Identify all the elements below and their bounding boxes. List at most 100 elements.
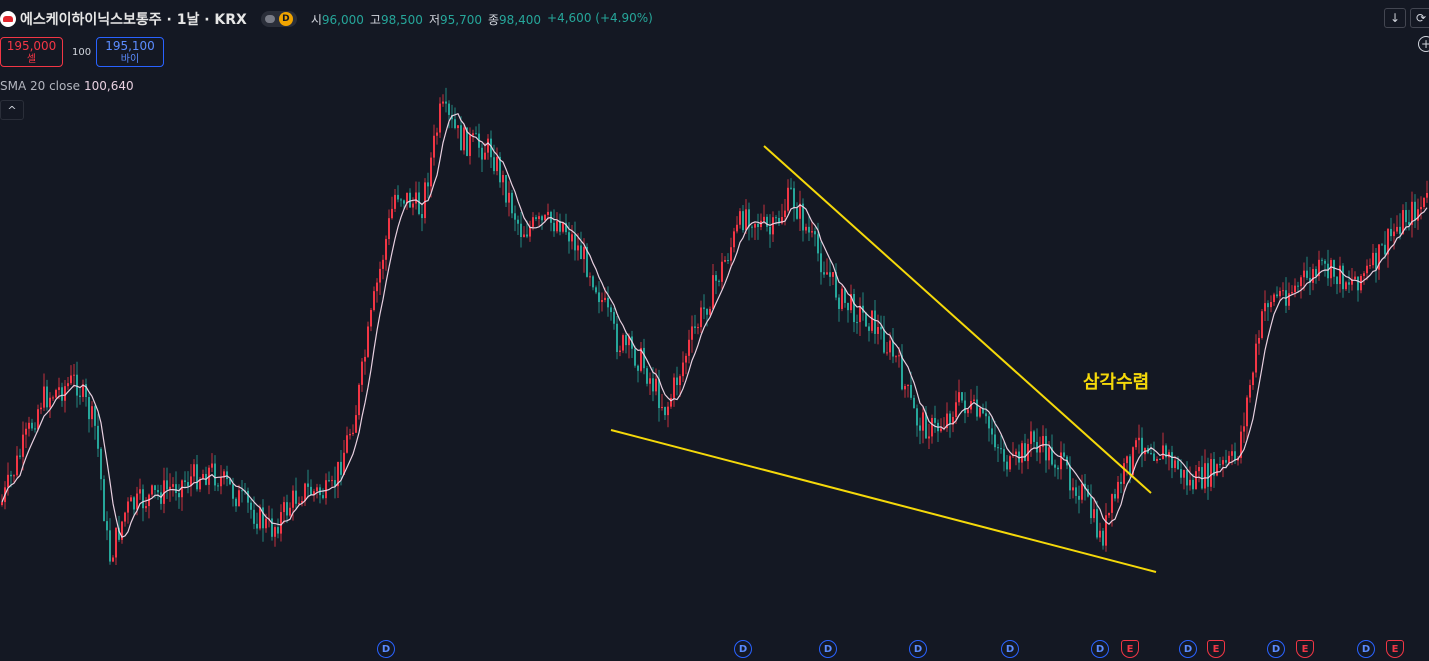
dividend-event-marker[interactable]: D <box>1179 640 1197 658</box>
sell-button[interactable]: 195,000 셀 <box>0 37 63 67</box>
candle-body <box>502 174 504 183</box>
dividend-event-marker[interactable]: D <box>819 640 837 658</box>
candle-body <box>214 463 216 486</box>
candle-body <box>757 223 759 228</box>
candle-body <box>10 474 12 477</box>
candle-body <box>109 530 111 562</box>
candle-body <box>1222 460 1224 465</box>
candle-body <box>505 174 507 203</box>
dividend-event-marker[interactable]: D <box>377 640 395 658</box>
candle-body <box>544 214 546 221</box>
candle-body <box>184 480 186 483</box>
candle-body <box>412 203 414 208</box>
refresh-icon: ⟳ <box>1415 11 1427 25</box>
dividend-event-marker[interactable]: D <box>1267 640 1285 658</box>
candle-body <box>1228 455 1230 463</box>
dividend-event-marker[interactable]: D <box>734 640 752 658</box>
buy-button[interactable]: 195,100 바이 <box>96 37 164 67</box>
candle-body <box>463 127 465 151</box>
refresh-button[interactable]: ⟳ <box>1410 8 1429 28</box>
candle-body <box>634 348 636 366</box>
candle-body <box>1345 282 1347 290</box>
candle-body <box>808 226 810 233</box>
candle-body <box>1111 494 1113 513</box>
collapse-legend-button[interactable]: ^ <box>0 100 24 120</box>
triangle-pattern-annotation[interactable]: 삼각수렴 <box>1083 372 1150 393</box>
candle-body <box>1186 469 1188 486</box>
candle-body <box>772 217 774 235</box>
candle-body <box>517 219 519 224</box>
dividend-event-marker[interactable]: D <box>1091 640 1109 658</box>
candle-body <box>1402 210 1404 234</box>
candle-body <box>25 428 27 435</box>
candle-body <box>391 208 393 219</box>
candle-body <box>277 527 279 534</box>
symbol-header: 에스케이하이닉스보통주 · 1날 · KRX D 시96,000 고98,500… <box>0 8 653 30</box>
earnings-event-marker[interactable]: E <box>1207 640 1225 658</box>
candle-body <box>580 245 582 260</box>
candle-body <box>688 339 690 356</box>
candle-body <box>1114 494 1116 499</box>
candle-body <box>253 509 255 524</box>
candle-body <box>58 387 60 391</box>
candle-body <box>13 475 15 477</box>
candle-body <box>1090 496 1092 519</box>
candle-body <box>16 455 18 476</box>
candle-body <box>385 239 387 260</box>
candle-body <box>394 194 396 209</box>
candle-body <box>1267 303 1269 308</box>
candle-body <box>379 268 381 283</box>
low-label: 저 <box>428 12 440 27</box>
candle-body <box>364 356 366 362</box>
candle-body <box>28 422 30 429</box>
earnings-event-marker[interactable]: E <box>1296 640 1314 658</box>
candle-body <box>982 408 984 414</box>
candle-body <box>1099 530 1101 538</box>
earnings-event-marker[interactable]: E <box>1121 640 1139 658</box>
interval-badge: D <box>278 12 293 26</box>
candle-body <box>1369 265 1371 267</box>
lower-trendline[interactable] <box>610 429 1157 573</box>
candle-body <box>1393 231 1395 237</box>
candle-body <box>487 138 489 153</box>
earnings-event-marker[interactable]: E <box>1386 640 1404 658</box>
dividend-event-marker[interactable]: D <box>909 640 927 658</box>
candle-body <box>496 156 498 172</box>
sma-legend[interactable]: SMA 20 close 100,640 <box>0 79 134 93</box>
candle-body <box>1159 458 1161 460</box>
candle-body <box>586 247 588 277</box>
candle-body <box>160 492 162 504</box>
candle-body <box>916 408 918 426</box>
candle-body <box>1078 495 1080 500</box>
candle-body <box>529 226 531 237</box>
candle-body <box>1177 460 1179 470</box>
candle-body <box>457 125 459 129</box>
candle-body <box>625 335 627 346</box>
candle-body <box>118 527 120 540</box>
candle-body <box>76 374 78 396</box>
dividend-event-marker[interactable]: D <box>1001 640 1019 658</box>
candle-body <box>553 222 555 232</box>
candle-body <box>649 378 651 384</box>
download-button[interactable]: ↓ <box>1384 8 1406 28</box>
dividend-event-marker[interactable]: D <box>1357 640 1375 658</box>
add-price-button[interactable]: + <box>1418 36 1429 52</box>
candle-body <box>1030 431 1032 444</box>
arrow-down-icon: ↓ <box>1389 11 1401 25</box>
candle-body <box>1171 452 1173 468</box>
candle-body <box>1141 437 1143 455</box>
candle-body <box>568 232 570 242</box>
candle-body <box>964 400 966 414</box>
candle-body <box>1210 459 1212 487</box>
candle-body <box>706 308 708 315</box>
candle-body <box>979 408 981 417</box>
candle-body <box>355 415 357 433</box>
market-status-pill[interactable]: D <box>260 11 297 27</box>
candle-body <box>709 308 711 315</box>
candle-body <box>43 386 45 408</box>
candle-body <box>1291 292 1293 294</box>
candle-body <box>310 486 312 495</box>
symbol-title[interactable]: 에스케이하이닉스보통주 · 1날 · KRX <box>20 12 247 28</box>
upper-trendline[interactable] <box>763 145 1152 494</box>
